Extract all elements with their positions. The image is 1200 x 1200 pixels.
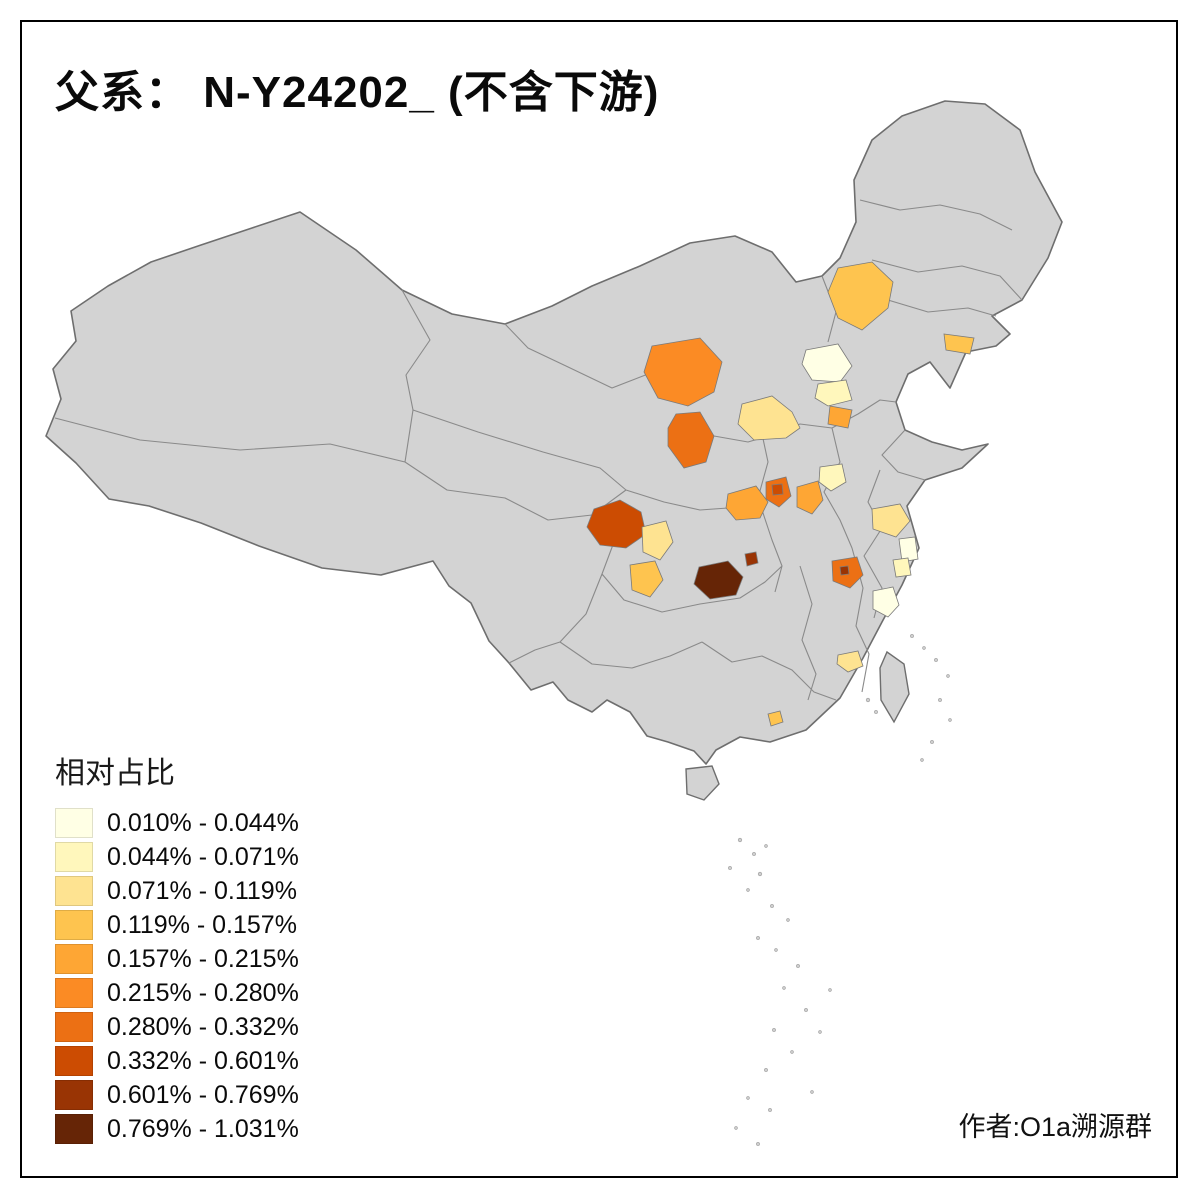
legend-row: 0.601% - 0.769% <box>55 1078 299 1112</box>
legend-swatch <box>55 978 93 1008</box>
legend-swatch <box>55 1046 93 1076</box>
map-region <box>641 520 674 561</box>
legend-label: 0.601% - 0.769% <box>107 1080 299 1109</box>
map-region <box>629 560 664 598</box>
legend-swatch <box>55 808 93 838</box>
legend-row: 0.280% - 0.332% <box>55 1010 299 1044</box>
map-region <box>818 463 847 492</box>
legend-row: 0.010% - 0.044% <box>55 806 299 840</box>
legend-label: 0.769% - 1.031% <box>107 1114 299 1143</box>
legend-label: 0.044% - 0.071% <box>107 842 299 871</box>
legend-label: 0.332% - 0.601% <box>107 1046 299 1075</box>
map-region <box>836 650 864 673</box>
legend-row: 0.769% - 1.031% <box>55 1112 299 1146</box>
legend-label: 0.010% - 0.044% <box>107 808 299 837</box>
map-region <box>814 379 853 407</box>
legend-swatch <box>55 876 93 906</box>
author-credit: 作者:O1a溯源群 <box>958 1112 1152 1142</box>
legend-swatch <box>55 1080 93 1110</box>
map-region <box>796 480 824 515</box>
legend-label: 0.157% - 0.215% <box>107 944 299 973</box>
hainan-island <box>685 765 720 801</box>
map-region <box>586 499 647 549</box>
legend-swatch <box>55 944 93 974</box>
map-region <box>693 560 744 600</box>
legend: 相对占比 0.010% - 0.044% 0.044% - 0.071% 0.071… <box>55 748 299 1146</box>
legend-swatch <box>55 1012 93 1042</box>
map-region <box>871 503 911 538</box>
map-region <box>737 395 801 441</box>
page-title: 父系： N-Y24202_ (不含下游) <box>55 68 660 117</box>
map-region <box>872 586 900 618</box>
legend-swatch <box>55 842 93 872</box>
map-region <box>943 333 975 355</box>
island-dots <box>728 634 952 1146</box>
colored-regions <box>586 261 975 727</box>
legend-swatch <box>55 1114 93 1144</box>
legend-label: 0.280% - 0.332% <box>107 1012 299 1041</box>
legend-label: 0.215% - 0.280% <box>107 978 299 1007</box>
legend-row: 0.157% - 0.215% <box>55 942 299 976</box>
china-mainland <box>45 100 1063 765</box>
map-region <box>744 551 759 567</box>
map-region <box>827 261 894 331</box>
legend-swatch <box>55 910 93 940</box>
legend-row: 0.119% - 0.157% <box>55 908 299 942</box>
legend-title: 相对占比 <box>55 757 175 790</box>
map-region <box>898 536 919 563</box>
legend-row: 0.071% - 0.119% <box>55 874 299 908</box>
map-region <box>827 405 853 429</box>
taiwan-island <box>879 650 910 724</box>
legend-row: 0.332% - 0.601% <box>55 1044 299 1078</box>
map-region <box>839 565 850 576</box>
map-region <box>667 411 715 469</box>
legend-row: 0.215% - 0.280% <box>55 976 299 1010</box>
map-region <box>892 557 912 578</box>
legend-label: 0.119% - 0.157% <box>107 910 297 939</box>
legend-rows: 0.010% - 0.044% 0.044% - 0.071% 0.071% - 0… <box>55 806 299 1146</box>
legend-row: 0.044% - 0.071% <box>55 840 299 874</box>
map-region <box>725 485 769 521</box>
map-region <box>767 710 784 727</box>
map-region <box>771 483 784 496</box>
legend-label: 0.071% - 0.119% <box>107 876 297 905</box>
map-region <box>643 337 723 407</box>
